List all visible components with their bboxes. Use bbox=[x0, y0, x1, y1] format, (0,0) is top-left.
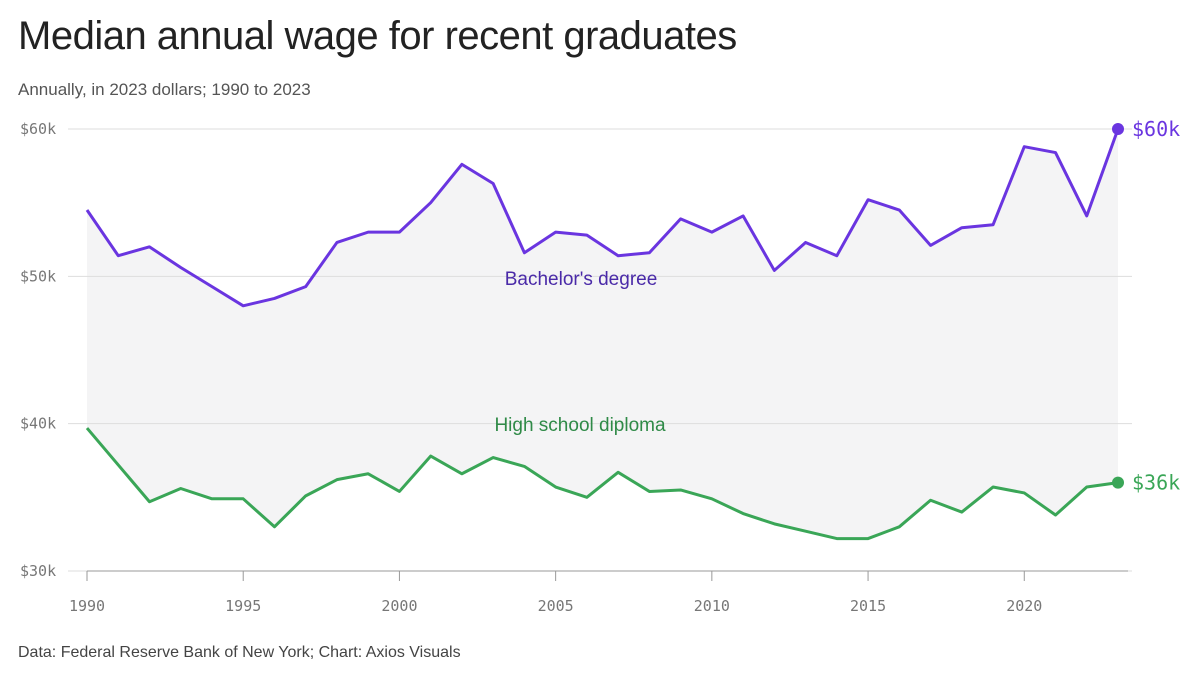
bachelors-end-value-label: $60k bbox=[1132, 117, 1180, 141]
source-note: Data: Federal Reserve Bank of New York; … bbox=[18, 644, 461, 661]
x-tick-label: 1990 bbox=[69, 597, 105, 615]
chart-subtitle: Annually, in 2023 dollars; 1990 to 2023 bbox=[18, 80, 311, 99]
bachelors-series-label: Bachelor's degree bbox=[505, 269, 658, 290]
wage-gap-area bbox=[87, 129, 1118, 539]
high-school-diploma-line bbox=[85, 427, 1119, 541]
x-tick-label: 2005 bbox=[538, 597, 574, 615]
y-tick-label: $50k bbox=[20, 267, 56, 285]
y-tick-label: $60k bbox=[20, 120, 56, 138]
x-tick-label: 2015 bbox=[850, 597, 886, 615]
x-tick-label: 2010 bbox=[694, 597, 730, 615]
bachelors-end-point bbox=[1112, 123, 1124, 135]
x-tick-label: 2020 bbox=[1006, 597, 1042, 615]
x-tick-label: 1995 bbox=[225, 597, 261, 615]
high-school-end-point bbox=[1112, 476, 1124, 489]
y-tick-label: $40k bbox=[20, 415, 56, 433]
chart-title: Median annual wage for recent graduates bbox=[18, 14, 737, 58]
high-school-end-value-label: $36k bbox=[1132, 471, 1180, 495]
y-tick-label: $30k bbox=[20, 562, 56, 580]
high-school-series-label: High school diploma bbox=[494, 415, 666, 436]
bachelors-degree-line bbox=[85, 128, 1120, 308]
x-tick-label: 2000 bbox=[381, 597, 417, 615]
